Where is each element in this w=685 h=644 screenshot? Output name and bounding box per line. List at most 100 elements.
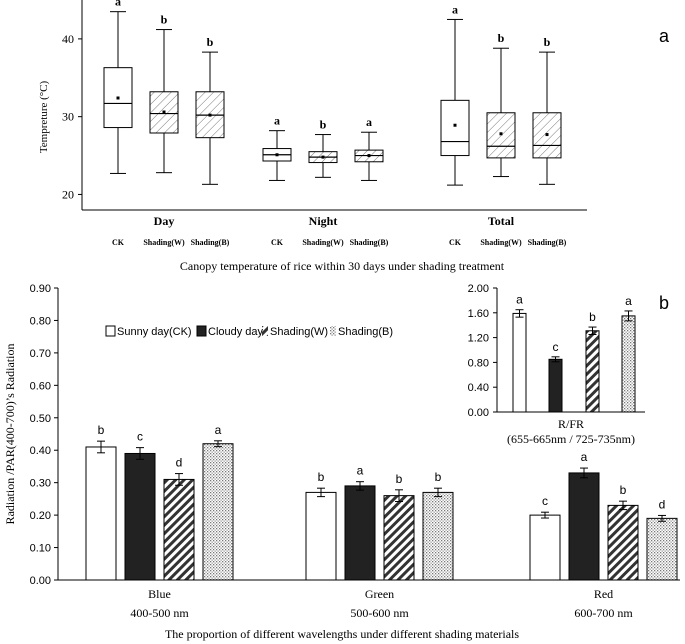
treatment-label-total-ck: CK	[449, 238, 462, 247]
bar-rect	[422, 491, 454, 581]
bar-rect	[124, 452, 156, 581]
sig-letter: c	[137, 430, 143, 444]
box-day-shading-w: b	[149, 13, 179, 174]
panel-a-label: a	[659, 26, 670, 46]
bar-red-shading-w: b	[607, 483, 639, 581]
box-iqr	[103, 67, 133, 129]
sig-letter: b	[620, 483, 627, 497]
rad-ytick-label-0.00: 0.00	[30, 575, 51, 587]
sig-letter: a	[115, 0, 121, 9]
treatment-label-day-shading-w: Shading(W)	[143, 238, 185, 247]
legend-swatch	[105, 325, 116, 337]
sig-letter: b	[435, 470, 442, 484]
sig-letter: b	[589, 310, 596, 324]
temperature-box-chart: 20 30 40 Tempreture (°C) a b b a b a a b b Day Nigh…	[38, 0, 670, 273]
legend-label: Cloudy day	[208, 326, 264, 338]
mean-marker	[208, 113, 212, 117]
rfr-ytick-label-2.00: 2.00	[468, 283, 489, 295]
sig-letter: b	[207, 35, 214, 49]
rad-ytick-label-0.90: 0.90	[30, 283, 51, 295]
bar-rect	[85, 446, 117, 581]
rfr-ytick-label-0.40: 0.40	[468, 382, 489, 394]
category-label-red: Red	[594, 587, 613, 601]
rad-ytick-label-0.20: 0.20	[30, 510, 51, 522]
legend-item-sunny-day-ck: Sunny day(CK)	[105, 325, 192, 338]
legend-swatch	[330, 326, 336, 336]
rad-ytick-label-0.40: 0.40	[30, 445, 51, 457]
bar-green-sunny-day-ck: b	[305, 470, 337, 581]
sig-letter: a	[274, 114, 280, 128]
rfr-inset-chart: 0.00 0.40 0.80 1.20 1.60 2.00 a c b a R/FR (655-…	[468, 283, 645, 446]
bar-rect	[383, 495, 415, 581]
sig-letter: b	[161, 13, 168, 27]
treatment-label-night-shading-w: Shading(W)	[302, 238, 344, 247]
bar-rect	[305, 491, 337, 581]
treatment-label-total-shading-b: Shading(B)	[528, 238, 567, 247]
treatment-label-day-ck: CK	[112, 238, 125, 247]
panel-a-caption: Canopy temperature of rice within 30 day…	[180, 259, 505, 273]
box-total-ck: a	[440, 2, 470, 186]
bar-rect	[163, 478, 195, 581]
rad-y-axis-label: Radiation /PAR(400-700)’s Radiation	[3, 344, 17, 525]
rfr-xlabel-line2: (655-665nm / 725-735nm)	[507, 432, 635, 446]
group-label-night: Night	[309, 214, 338, 228]
bar-green-shading-b: b	[422, 470, 454, 581]
rad-ytick-label-0.70: 0.70	[30, 348, 51, 360]
legend-swatch	[262, 326, 268, 336]
bar-rect	[512, 312, 527, 413]
mean-marker	[321, 155, 325, 159]
sig-letter: d	[659, 497, 666, 511]
sig-letter: c	[553, 340, 559, 354]
bar-rect	[621, 315, 636, 413]
bar-red-sunny-day-ck: c	[529, 494, 561, 581]
temp-ytick-label-30: 30	[62, 110, 74, 124]
rfr-xlabel-line1: R/FR	[558, 417, 584, 431]
rad-ytick-label-0.50: 0.50	[30, 413, 51, 425]
rfr-ytick-label-0.00: 0.00	[468, 407, 489, 419]
bar-rect	[568, 472, 600, 581]
legend-item-shading-b: Shading(B)	[330, 326, 393, 338]
mean-marker	[116, 96, 120, 100]
mean-marker	[453, 123, 457, 127]
sig-letter: a	[516, 293, 523, 307]
bar-red-shading-b: d	[646, 497, 678, 581]
temp-ytick-label-20: 20	[62, 187, 74, 201]
bar-red-cloudy-day: a	[568, 450, 600, 581]
rad-ytick-label-0.30: 0.30	[30, 478, 51, 490]
mean-marker	[367, 154, 371, 158]
bar-green-cloudy-day: a	[344, 464, 376, 581]
mean-marker	[545, 133, 549, 137]
bar-rect	[529, 514, 561, 581]
sig-letter: a	[625, 294, 632, 308]
category-sublabel-green: 500-600 nm	[350, 606, 409, 620]
bar-rect	[607, 504, 639, 581]
sig-letter: b	[98, 423, 105, 437]
rfr-ytick-label-1.20: 1.20	[468, 333, 489, 345]
bar-blue-shading-b: a	[202, 423, 234, 581]
rfr-bar-shading-w: b	[585, 310, 600, 413]
box-total-shading-w: b	[486, 31, 516, 178]
box-night-shading-w: b	[308, 118, 338, 178]
legend-label: Shading(W)	[270, 326, 328, 338]
mean-marker	[275, 153, 279, 157]
legend-item-cloudy-day: Cloudy day	[196, 325, 264, 338]
temp-y-axis-label: Tempreture (°C)	[38, 80, 50, 153]
category-sublabel-red: 600-700 nm	[574, 606, 633, 620]
category-label-green: Green	[365, 587, 394, 601]
legend-label: Sunny day(CK)	[117, 326, 192, 338]
rfr-bar-cloudy-day: c	[548, 340, 563, 413]
bar-rect	[344, 485, 376, 581]
bar-blue-cloudy-day: c	[124, 430, 156, 581]
box-day-ck: a	[103, 0, 133, 174]
legend-swatch	[196, 325, 207, 337]
category-sublabel-blue: 400-500 nm	[130, 606, 189, 620]
sig-letter: b	[498, 31, 505, 45]
bar-rect	[548, 358, 563, 413]
sig-letter: c	[542, 494, 548, 508]
bar-rect	[202, 443, 234, 581]
sig-letter: b	[318, 470, 325, 484]
radiation-bar-chart: 0.00 0.10 0.20 0.30 0.40 0.50 0.60 0.70 0.80 0.90…	[3, 283, 680, 641]
treatment-label-total-shading-w: Shading(W)	[480, 238, 522, 247]
panel-b-caption: The proportion of different wavelengths …	[165, 627, 519, 641]
